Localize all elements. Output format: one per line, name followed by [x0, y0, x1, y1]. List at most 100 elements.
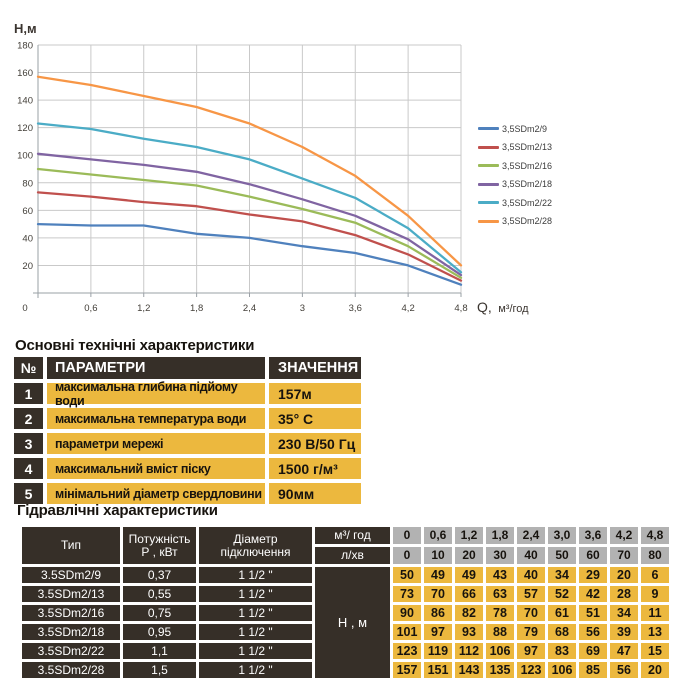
head-value-cell: 47	[610, 643, 638, 659]
flow-m3h-value-cell: 3,6	[579, 527, 607, 544]
flow-lmin-value-cell: 30	[486, 547, 514, 564]
head-value-cell: 6	[641, 567, 669, 583]
tech-spec-row: 3 параметри мережі 230 В/50 Гц	[14, 433, 361, 454]
x-axis-title-unit: м³/год	[498, 303, 529, 315]
head-value-cell: 97	[424, 624, 452, 640]
head-value-cell: 82	[455, 605, 483, 621]
col-header-flow-m3h: м³/ год	[315, 527, 390, 544]
legend-swatch	[478, 201, 499, 204]
legend-swatch	[478, 219, 499, 223]
parameter-cell: максимальна температура води	[47, 408, 265, 429]
x-tick-label: 4,8	[454, 303, 467, 314]
series-line	[36, 222, 463, 286]
legend-item: 3,5SDm2/9	[478, 123, 552, 134]
head-value-cell: 78	[486, 605, 514, 621]
head-value-cell: 61	[548, 605, 576, 621]
power-cell: 1,1	[123, 643, 196, 659]
flow-m3h-value-cell: 0	[393, 527, 421, 544]
col-header-power: Потужність Р , кВт	[123, 527, 196, 564]
chart-legend: 3,5SDm2/9 3,5SDm2/13 3,5SDm2/16 3,5SDm2/18 3…	[478, 123, 552, 227]
flow-lmin-value-cell: 70	[610, 547, 638, 564]
legend-label: 3,5SDm2/18	[502, 179, 553, 189]
power-cell: 0,55	[123, 586, 196, 602]
legend-item: 3,5SDm2/28	[478, 216, 552, 227]
y-tick-label: 60	[22, 206, 33, 217]
diameter-cell: 1 1/2 "	[199, 567, 312, 583]
value-cell: 35° С	[269, 408, 361, 429]
row-number-cell: 5	[14, 483, 43, 504]
head-value-cell: 119	[424, 643, 452, 659]
legend-item: 3,5SDm2/22	[478, 197, 552, 208]
flow-m3h-value-cell: 1,8	[486, 527, 514, 544]
row-number-cell: 2	[14, 408, 43, 429]
head-value-cell: 39	[610, 624, 638, 640]
x-tick-label: 0	[22, 303, 27, 314]
head-value-cell: 112	[455, 643, 483, 659]
head-value-cell: 157	[393, 662, 421, 678]
diameter-cell: 1 1/2 "	[199, 624, 312, 640]
flow-lmin-value-cell: 60	[579, 547, 607, 564]
power-cell: 0,95	[123, 624, 196, 640]
head-value-cell: 70	[424, 586, 452, 602]
header-parameters: ПАРАМЕТРИ	[47, 357, 265, 379]
header-value: ЗНАЧЕННЯ	[269, 357, 361, 379]
head-value-cell: 97	[517, 643, 545, 659]
col-header-power-line: Потужність	[128, 531, 191, 546]
power-cell: 0,75	[123, 605, 196, 621]
head-value-cell: 63	[486, 586, 514, 602]
head-value-cell: 56	[610, 662, 638, 678]
y-tick-label: 80	[22, 178, 33, 189]
head-value-cell: 28	[610, 586, 638, 602]
legend-swatch	[478, 127, 499, 130]
head-units-cell: Н , м	[315, 567, 390, 678]
series-line	[36, 75, 463, 267]
head-value-cell: 101	[393, 624, 421, 640]
x-tick-label: 3,6	[349, 303, 362, 314]
y-tick-label: 180	[17, 41, 33, 52]
legend-label: 3,5SDm2/16	[502, 160, 553, 171]
head-value-cell: 143	[455, 662, 483, 678]
head-value-cell: 51	[579, 605, 607, 621]
parameter-cell: максимальна глибина підйому води	[47, 380, 265, 408]
head-value-cell: 34	[548, 567, 576, 583]
head-value-cell: 93	[455, 624, 483, 640]
head-value-cell: 13	[641, 624, 669, 640]
pump-type-cell: 3.5SDm2/18	[22, 624, 120, 640]
head-value-cell: 123	[393, 643, 421, 659]
flow-lmin-value-cell: 20	[455, 547, 483, 564]
head-value-cell: 20	[641, 662, 669, 678]
flow-m3h-value-cell: 3,0	[548, 527, 576, 544]
legend-item: 3,5SDm2/13	[478, 142, 552, 153]
diameter-cell: 1 1/2 "	[199, 605, 312, 621]
y-tick-label: 20	[22, 261, 33, 272]
y-tick-label: 160	[17, 68, 33, 79]
pump-type-cell: 3.5SDm2/28	[22, 662, 120, 678]
x-axis-title-symbol: Q,	[477, 299, 492, 315]
head-value-cell: 56	[579, 624, 607, 640]
legend-item: 3,5SDm2/16	[478, 160, 552, 171]
head-value-cell: 57	[517, 586, 545, 602]
col-header-power-line: Р , кВт	[141, 544, 178, 559]
value-cell: 230 В/50 Гц	[269, 433, 361, 454]
tech-spec-row: 4 максимальний вміст піску 1500 г/м³	[14, 458, 361, 479]
hydraulic-title: Гідравлічні характеристики	[17, 502, 218, 519]
head-value-cell: 83	[548, 643, 576, 659]
y-tick-label: 120	[17, 123, 33, 134]
head-value-cell: 90	[393, 605, 421, 621]
legend-label: 3,5SDm2/9	[502, 123, 548, 134]
head-value-cell: 68	[548, 624, 576, 640]
parameter-cell: максимальний вміст піску	[47, 458, 265, 479]
diameter-cell: 1 1/2 "	[199, 662, 312, 678]
x-tick-label: 1,2	[137, 303, 150, 314]
head-value-cell: 66	[455, 586, 483, 602]
head-value-cell: 106	[486, 643, 514, 659]
head-value-cell: 52	[548, 586, 576, 602]
legend-swatch	[478, 182, 499, 186]
pump-type-cell: 3.5SDm2/13	[22, 586, 120, 602]
head-value-cell: 29	[579, 567, 607, 583]
legend-label: 3,5SDm2/28	[502, 216, 553, 226]
head-value-cell: 15	[641, 643, 669, 659]
head-value-cell: 34	[610, 605, 638, 621]
head-value-cell: 73	[393, 586, 421, 602]
